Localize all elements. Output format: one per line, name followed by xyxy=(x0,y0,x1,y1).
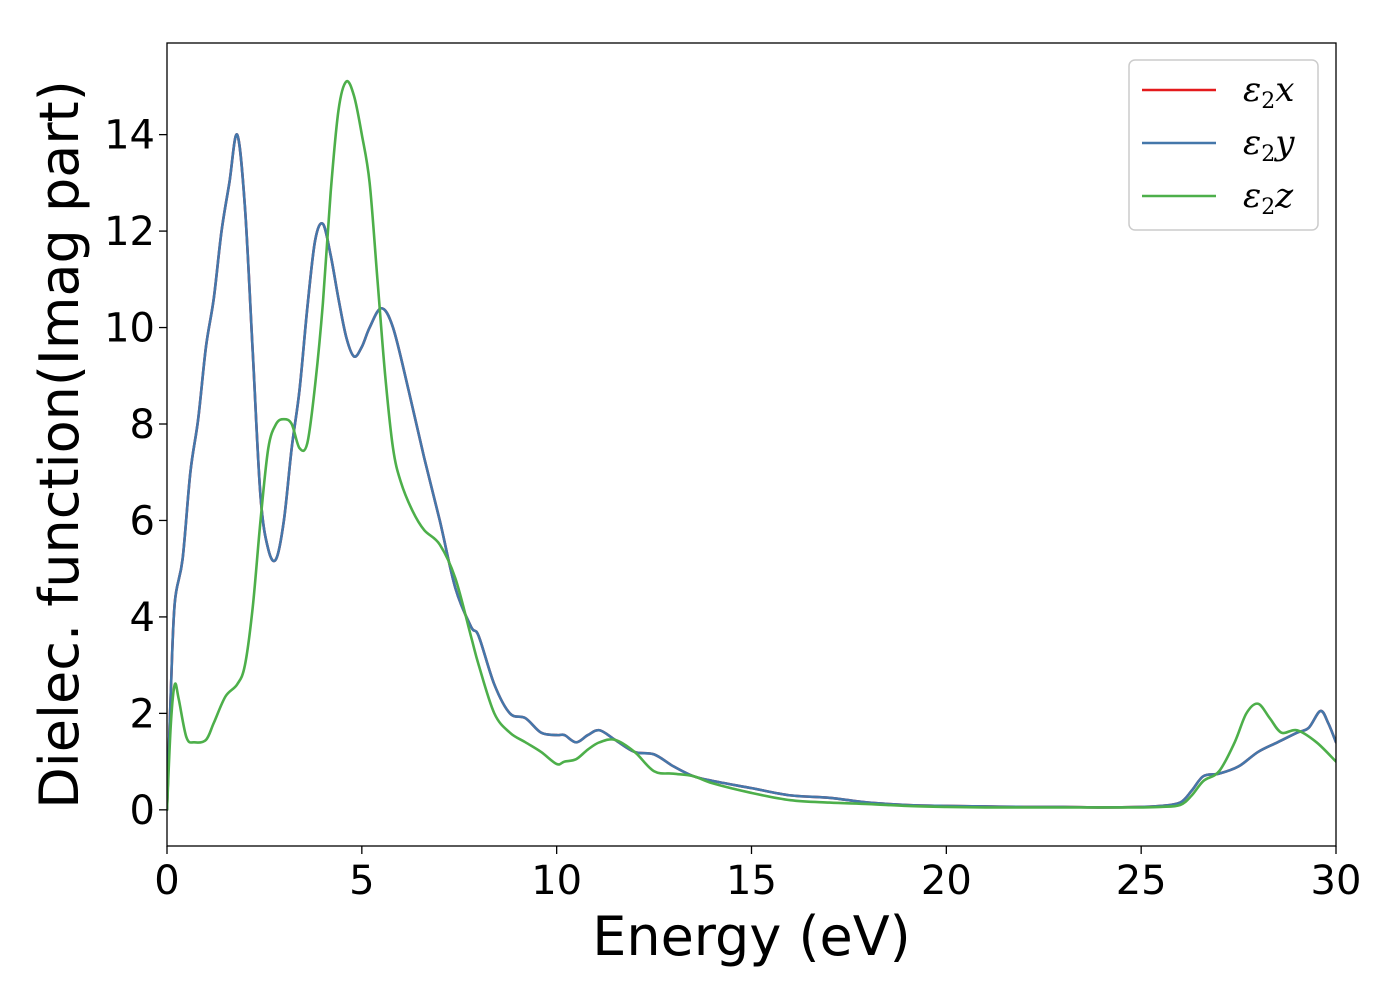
x-axis-title: Energy (eV) xyxy=(592,905,911,968)
legend-box xyxy=(1128,59,1319,231)
x-tick-label: 15 xyxy=(726,858,777,904)
x-tick-label: 20 xyxy=(921,858,972,904)
series-line-z xyxy=(167,79,1336,812)
legend-label-y: ε2y xyxy=(1243,123,1295,167)
x-tick-label: 5 xyxy=(349,858,374,904)
y-axis-title: Dielec. function(Imag part) xyxy=(28,80,91,809)
legend-label-x: ε2x xyxy=(1243,70,1294,114)
y-tick-label: 2 xyxy=(130,691,155,737)
x-tick-label: 25 xyxy=(1116,858,1167,904)
y-tick-label: 4 xyxy=(130,595,155,641)
tick-layer: 0 5 10 15 20 25 30 0 2 4 6 8 10 12 14 xyxy=(104,113,1361,904)
legend-label-z: ε2z xyxy=(1243,176,1294,220)
y-tick-label: 6 xyxy=(130,498,155,544)
y-tick-label: 10 xyxy=(104,306,155,352)
y-tick-label: 12 xyxy=(104,209,155,255)
series-layer xyxy=(167,79,1336,812)
legend: ε2x ε2y ε2z xyxy=(1128,59,1319,231)
x-tick-label: 0 xyxy=(154,858,179,904)
y-tick-label: 0 xyxy=(130,788,155,834)
y-tick-label: 14 xyxy=(104,113,155,159)
x-tick-label: 10 xyxy=(531,858,582,904)
x-tick-label: 30 xyxy=(1311,858,1362,904)
y-tick-label: 8 xyxy=(130,402,155,448)
